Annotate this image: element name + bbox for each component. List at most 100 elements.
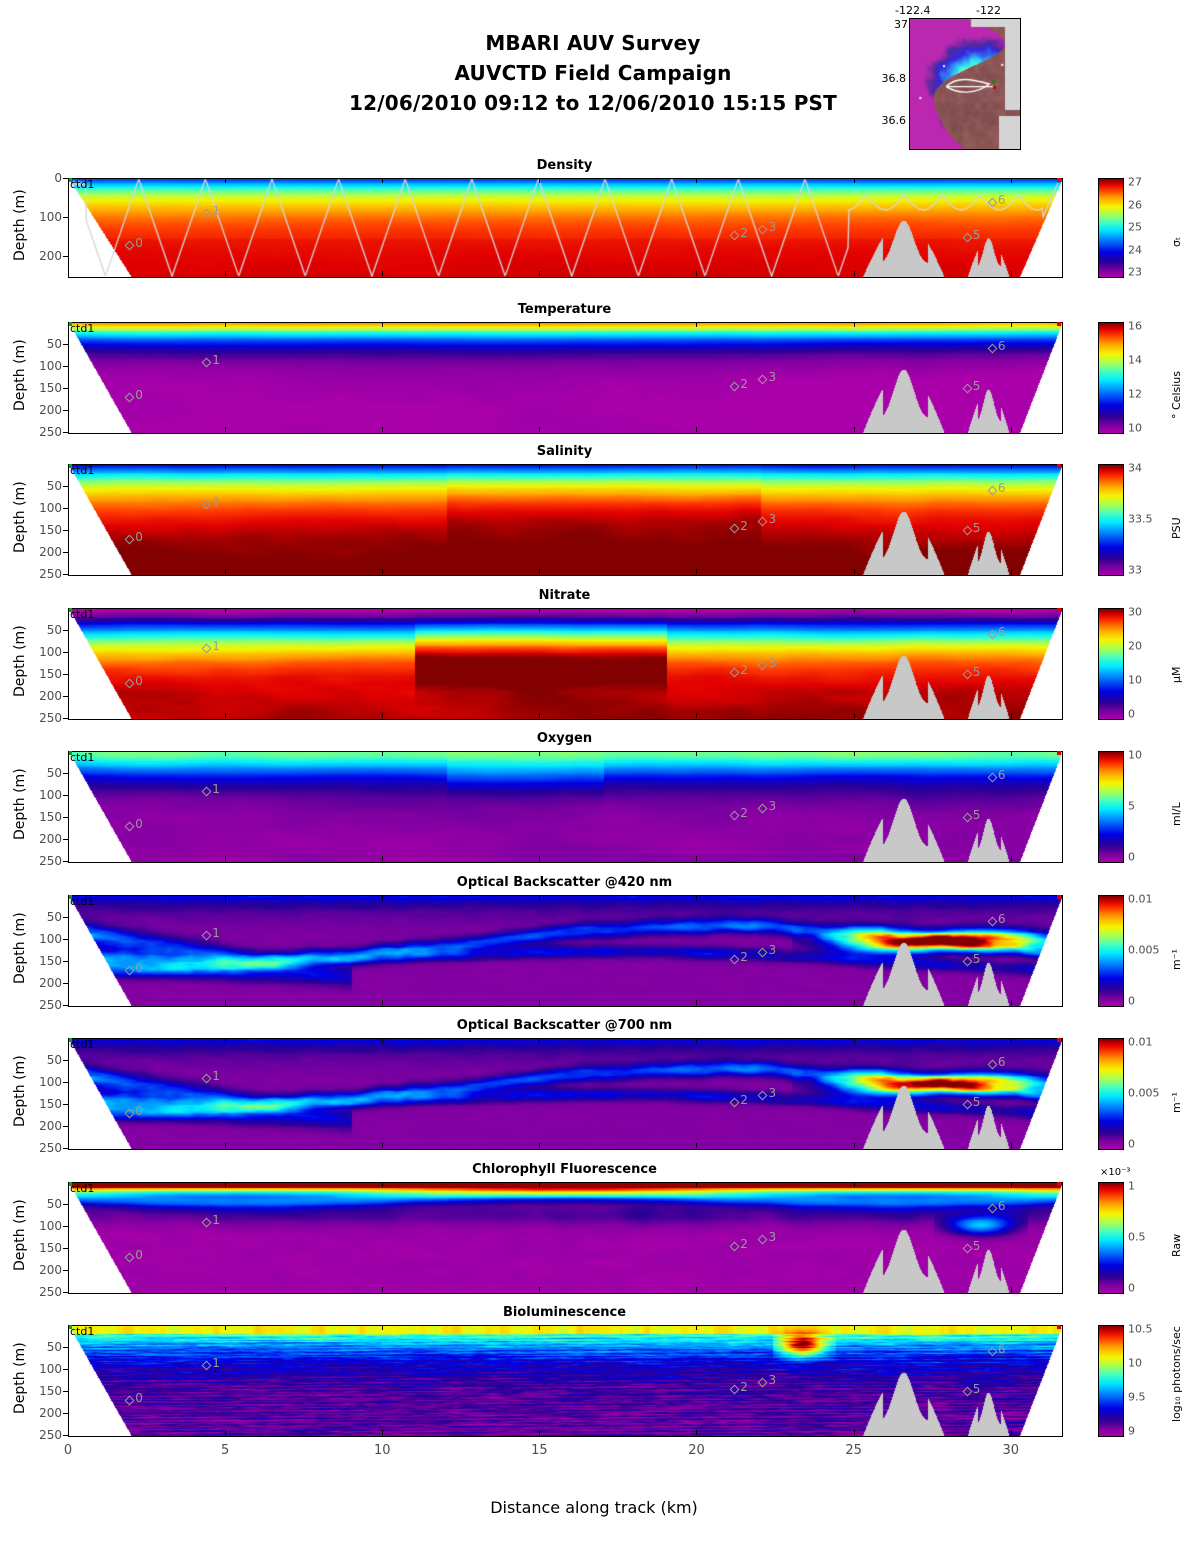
x-tick bbox=[853, 1287, 855, 1292]
x-tick-label: 15 bbox=[531, 1443, 548, 1458]
x-tick-top bbox=[1010, 322, 1012, 327]
panel-title-chlorophyll-fluorescence: Chlorophyll Fluorescence bbox=[472, 1162, 657, 1177]
y-tick-label: 150 bbox=[39, 1241, 62, 1255]
panel-nitrate: Nitrate 50 100 150 200 250 Depth (m) ctd1 0 1 2 3 5 6 bbox=[12, 588, 1063, 725]
panel-title-salinity: Salinity bbox=[536, 444, 593, 459]
x-tick-top bbox=[225, 322, 227, 327]
x-tick-top bbox=[853, 895, 855, 900]
x-tick-top bbox=[853, 464, 855, 469]
colorbar-optical-backscatter-420 bbox=[1098, 895, 1124, 1007]
panel-optical-backscatter-420: Optical Backscatter @420 nm 50 100 150 200 25… bbox=[12, 875, 1063, 1012]
colorbar-title-density: σₜ bbox=[1170, 236, 1183, 247]
waypoint-label-1: 1 bbox=[212, 204, 220, 219]
x-tick-label: 25 bbox=[845, 1443, 862, 1458]
plot-area-salinity bbox=[68, 464, 1063, 576]
y-tick-label: 50 bbox=[46, 1053, 62, 1067]
y-tick-label: 50 bbox=[46, 766, 62, 780]
x-tick bbox=[225, 271, 227, 276]
waypoint-label-1: 1 bbox=[212, 638, 220, 653]
section-image-optical-backscatter-420 bbox=[69, 896, 1062, 1006]
colorbar-tick-chlorophyll-fluorescence: 0.5 bbox=[1128, 1230, 1146, 1244]
colorbar-tick-optical-backscatter-700: 0.01 bbox=[1128, 1035, 1153, 1049]
x-tick-top bbox=[539, 608, 541, 613]
y-tick bbox=[63, 366, 68, 367]
waypoint-label-3: 3 bbox=[768, 799, 777, 814]
panel-title-temperature: Temperature bbox=[517, 302, 612, 317]
y-tick-label: 200 bbox=[39, 1119, 62, 1133]
plot-area-chlorophyll-fluorescence bbox=[68, 1182, 1063, 1294]
y-tick bbox=[63, 1082, 68, 1083]
end-marker-dot bbox=[1057, 895, 1061, 899]
x-tick-top bbox=[539, 751, 541, 756]
x-tick-top bbox=[853, 1325, 855, 1330]
y-tick bbox=[63, 839, 68, 840]
x-tick bbox=[853, 1000, 855, 1005]
x-tick-top bbox=[1010, 464, 1012, 469]
y-tick bbox=[63, 674, 68, 675]
end-marker-dot bbox=[1057, 322, 1061, 326]
y-tick bbox=[63, 178, 68, 179]
x-tick bbox=[68, 1000, 69, 1005]
colorbar-tick-chlorophyll-fluorescence: 1 bbox=[1128, 1179, 1135, 1193]
colorbar-tick-salinity: 33 bbox=[1128, 563, 1142, 577]
colorbar-tick-chlorophyll-fluorescence: 0 bbox=[1128, 1281, 1135, 1295]
x-tick-top bbox=[68, 1182, 69, 1187]
x-tick bbox=[382, 427, 384, 432]
y-tick bbox=[63, 817, 68, 818]
end-marker-dot bbox=[1057, 464, 1061, 468]
x-tick bbox=[696, 1000, 698, 1005]
y-tick bbox=[63, 1369, 68, 1370]
colorbar-title-optical-backscatter-700: m⁻¹ bbox=[1170, 1092, 1183, 1113]
x-tick bbox=[382, 1287, 384, 1292]
colorbar-tick-bioluminescence: 9 bbox=[1128, 1424, 1135, 1438]
plot-area-optical-backscatter-420 bbox=[68, 895, 1063, 1007]
y-tick-label: 50 bbox=[46, 910, 62, 924]
x-tick-top bbox=[382, 178, 384, 183]
section-image-nitrate bbox=[69, 609, 1062, 719]
end-marker-dot bbox=[1057, 1325, 1061, 1329]
title-line-1: MBARI AUV Survey bbox=[485, 31, 701, 55]
y-tick bbox=[63, 795, 68, 796]
start-station-label-salinity: ctd1 bbox=[70, 464, 95, 477]
colorbar-title-temperature: ° Celsius bbox=[1170, 371, 1183, 419]
colorbar-tick-temperature: 10 bbox=[1128, 421, 1142, 435]
y-tick bbox=[63, 652, 68, 653]
colorbar-tick-bioluminescence: 9.5 bbox=[1128, 1390, 1146, 1404]
x-tick-top bbox=[225, 608, 227, 613]
colorbar-temperature bbox=[1098, 322, 1124, 434]
waypoint-label-6: 6 bbox=[997, 912, 1006, 927]
colorbar-tick-nitrate: 20 bbox=[1128, 639, 1142, 653]
x-tick-top bbox=[225, 751, 227, 756]
section-image-oxygen bbox=[69, 752, 1062, 862]
x-tick-top bbox=[696, 751, 698, 756]
x-tick bbox=[225, 1287, 227, 1292]
plot-area-density bbox=[68, 178, 1063, 278]
y-tick-label: 150 bbox=[39, 1384, 62, 1398]
y-tick-label: 150 bbox=[39, 667, 62, 681]
colorbar-tick-oxygen: 5 bbox=[1128, 799, 1135, 813]
start-station-label-oxygen: ctd1 bbox=[70, 751, 95, 764]
start-station-label-bioluminescence: ctd1 bbox=[70, 1325, 95, 1338]
figure-title: MBARI AUV Survey AUVCTD Field Campaign 1… bbox=[338, 28, 848, 118]
waypoint-label-1: 1 bbox=[212, 1212, 220, 1227]
y-tick bbox=[63, 486, 68, 487]
waypoint-label-6: 6 bbox=[997, 1342, 1006, 1357]
y-tick-label: 100 bbox=[39, 210, 62, 225]
x-tick bbox=[382, 271, 384, 276]
x-tick bbox=[225, 427, 227, 432]
colorbar-oxygen bbox=[1098, 751, 1124, 863]
y-axis-title-temperature: Depth (m) bbox=[12, 339, 28, 411]
y-tick-label: 100 bbox=[39, 501, 62, 515]
panel-bioluminescence: Bioluminescence 50 100 150 200 250 Depth (m) ct… bbox=[12, 1305, 1063, 1458]
waypoint-label-5: 5 bbox=[972, 227, 981, 242]
x-tick bbox=[225, 1143, 227, 1148]
x-tick-top bbox=[382, 1182, 384, 1187]
x-tick-label: 0 bbox=[63, 1443, 73, 1458]
y-tick-label: 100 bbox=[39, 1362, 62, 1376]
colorbar-tick-optical-backscatter-420: 0 bbox=[1128, 994, 1135, 1008]
y-tick bbox=[63, 1347, 68, 1348]
x-tick bbox=[539, 427, 541, 432]
x-tick bbox=[539, 271, 541, 276]
inset-lat-label: 36.8 bbox=[881, 72, 907, 85]
